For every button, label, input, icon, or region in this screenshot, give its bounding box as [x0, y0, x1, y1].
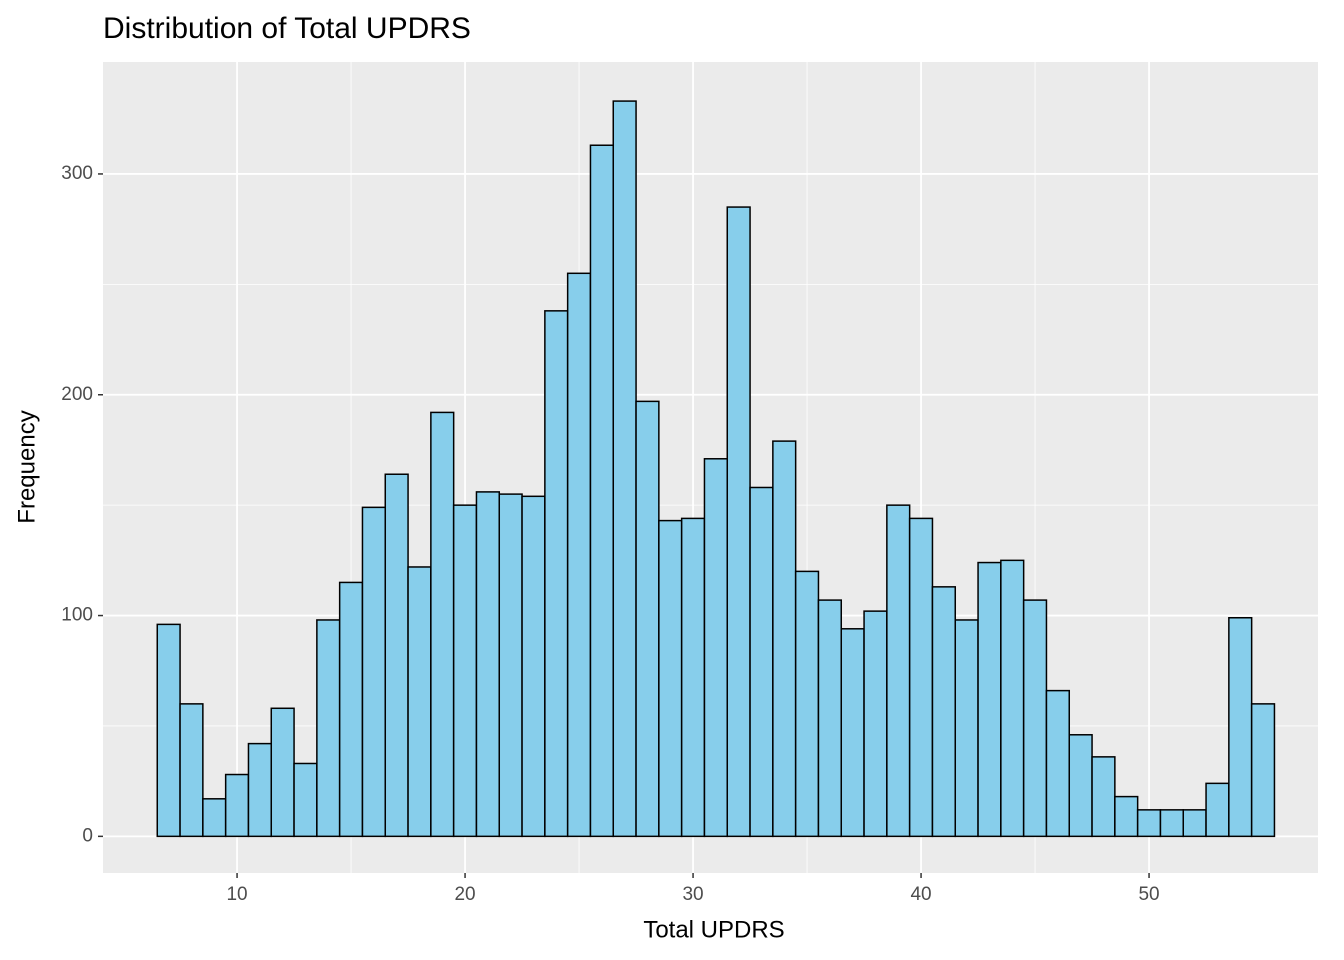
y-tick-label: 200 [61, 384, 93, 405]
bar [566, 272, 592, 838]
bar [703, 458, 729, 838]
bar [430, 411, 455, 838]
bar [1250, 703, 1276, 838]
bar [977, 561, 1002, 838]
bar [1045, 689, 1071, 838]
x-tick-label: 10 [226, 884, 247, 905]
bar [863, 610, 888, 838]
bar [544, 310, 569, 838]
y-tick-label: 300 [61, 163, 93, 184]
bar [384, 473, 409, 838]
bar [293, 762, 318, 838]
bar [202, 798, 227, 838]
bar [521, 495, 546, 838]
bar [1068, 734, 1093, 838]
x-tick-label: 50 [1138, 884, 1159, 905]
x-axis-title: Total UPDRS [643, 916, 784, 943]
bar [1159, 809, 1185, 838]
x-tick-label: 20 [454, 884, 475, 905]
bar [840, 628, 865, 838]
bar [1000, 559, 1025, 838]
bar [908, 517, 934, 838]
bar [1228, 617, 1253, 838]
bar [931, 586, 957, 838]
bar [658, 519, 683, 838]
bar [475, 491, 501, 838]
bar [1205, 782, 1230, 838]
bar [1182, 809, 1207, 838]
y-tick-label: 0 [82, 825, 93, 846]
bar [1022, 599, 1048, 838]
bar [635, 400, 660, 838]
bar [772, 440, 797, 838]
bar [316, 619, 341, 838]
bar [156, 623, 181, 838]
chart-title: Distribution of Total UPDRS [103, 12, 471, 45]
bar [407, 566, 432, 838]
bar [179, 703, 204, 838]
x-tick-label: 30 [682, 884, 703, 905]
bar [817, 599, 843, 838]
bar [270, 707, 295, 838]
bar [794, 570, 820, 838]
bar [726, 206, 751, 838]
bar [1114, 795, 1139, 838]
bar [224, 773, 250, 838]
bar [886, 504, 911, 838]
bar [954, 619, 979, 838]
bar [338, 581, 364, 838]
bar [1136, 809, 1162, 838]
bar [612, 100, 637, 838]
bar [498, 493, 523, 838]
bar [1091, 756, 1116, 838]
bar [749, 486, 774, 838]
bar [361, 506, 387, 838]
y-axis-title: Frequency [13, 410, 40, 523]
bar [247, 742, 273, 838]
y-tick-label: 100 [61, 605, 93, 626]
x-tick-label: 40 [910, 884, 931, 905]
bar [452, 504, 478, 838]
bar [680, 517, 706, 838]
bar [589, 144, 615, 838]
